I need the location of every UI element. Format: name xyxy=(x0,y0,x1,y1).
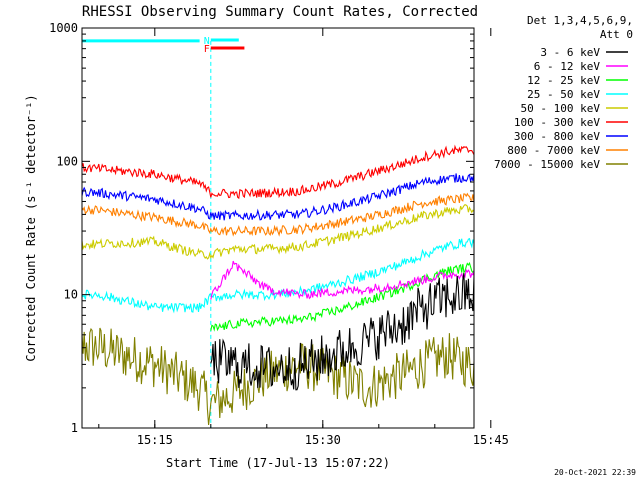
x-axis-label: Start Time (17-Jul-13 15:07:22) xyxy=(166,456,390,470)
legend-label-5: 100 - 300 keV xyxy=(514,116,600,129)
legend-label-4: 50 - 100 keV xyxy=(521,102,601,115)
flag-label-1: N xyxy=(204,36,210,47)
flag-label-0: F xyxy=(204,44,210,55)
x-tick-label-0: 15:15 xyxy=(137,433,173,447)
y-tick-label-3: 1000 xyxy=(49,21,78,35)
plot-area xyxy=(82,38,474,428)
legend-label-1: 6 - 12 keV xyxy=(534,60,601,73)
y-axis-label: Corrected Count Rate (s⁻¹ detector⁻¹) xyxy=(24,94,38,361)
series-line-0 xyxy=(210,272,474,391)
y-tick-label-2: 100 xyxy=(56,154,78,168)
legend-label-6: 300 - 800 keV xyxy=(514,130,600,143)
series-line-4 xyxy=(82,203,474,260)
plot-frame xyxy=(81,27,475,429)
series-line-8 xyxy=(82,327,474,425)
chart-title: RHESSI Observing Summary Count Rates, Co… xyxy=(82,4,478,20)
series-line-5 xyxy=(82,144,474,200)
legend-label-3: 25 - 50 keV xyxy=(527,88,600,101)
legend-label-7: 800 - 7000 keV xyxy=(507,144,600,157)
y-tick-label-0: 1 xyxy=(71,421,78,435)
series-line-6 xyxy=(82,173,474,221)
legend-label-2: 12 - 25 keV xyxy=(527,74,600,87)
legend-header-1: Det 1,3,4,5,6,9, xyxy=(527,14,633,27)
y-axis: 1 10 100 1000 xyxy=(49,21,474,435)
series-line-3 xyxy=(82,237,474,314)
series-line-2 xyxy=(210,261,474,332)
footer-date: 20-Oct-2021 22:39 xyxy=(554,468,636,477)
y-tick-label-1: 10 xyxy=(64,288,78,302)
legend-header-2: Att 0 xyxy=(600,28,633,41)
series-line-7 xyxy=(82,192,474,237)
legend-label-0: 3 - 6 keV xyxy=(540,46,600,59)
legend-label-8: 7000 - 15000 keV xyxy=(494,158,600,171)
x-tick-label-2: 15:45 xyxy=(473,433,509,447)
series-line-1 xyxy=(210,260,474,300)
x-tick-label-1: 15:30 xyxy=(305,433,341,447)
